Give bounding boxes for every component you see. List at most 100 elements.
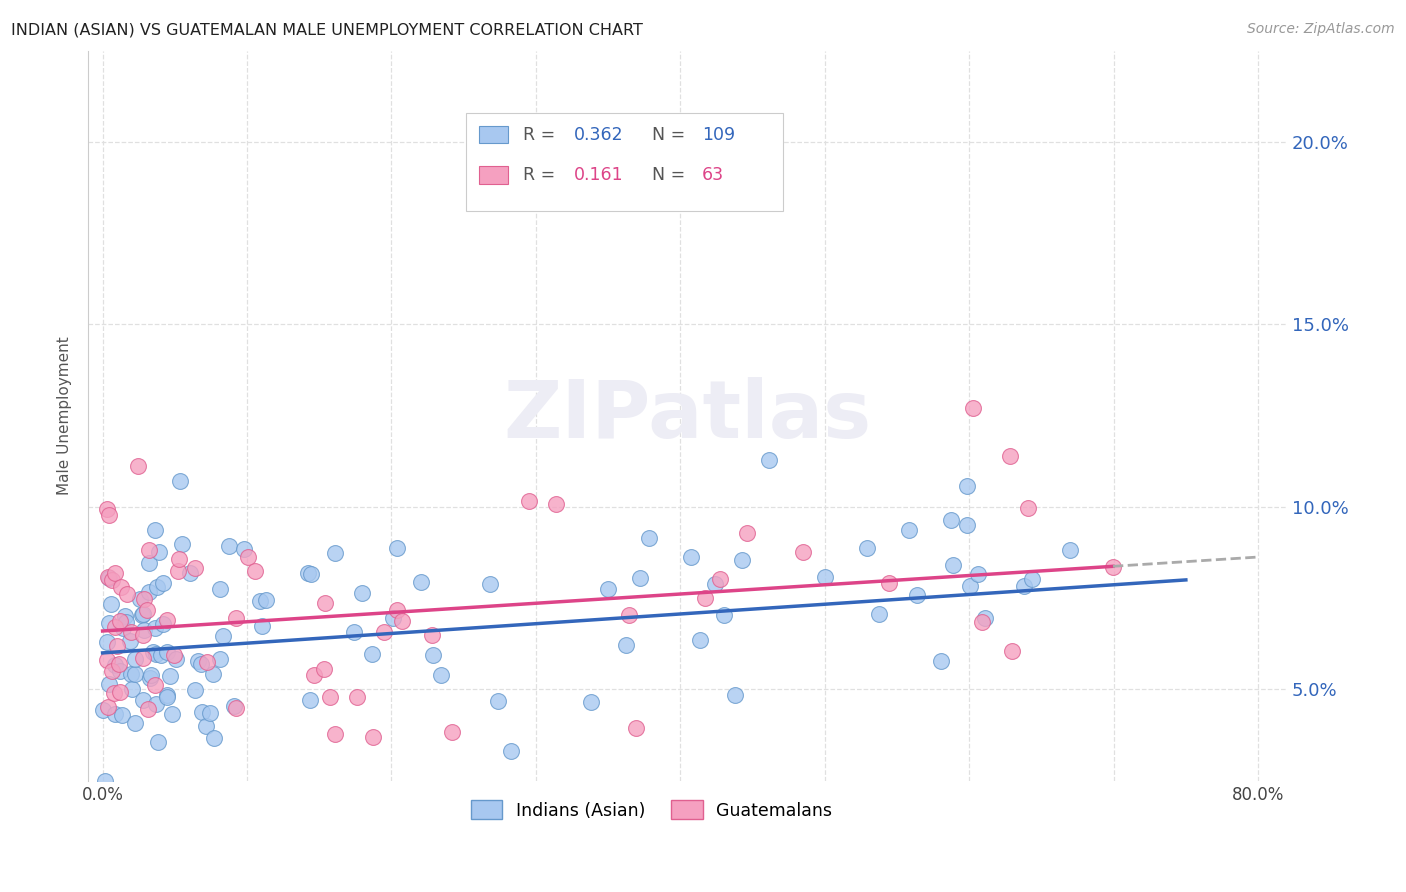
Point — [167, 551, 190, 566]
Point — [129, 591, 152, 606]
Point — [202, 731, 225, 745]
Point — [166, 564, 188, 578]
Point — [96, 653, 118, 667]
Point — [145, 697, 167, 711]
Point — [1059, 543, 1081, 558]
Point — [929, 655, 952, 669]
Point — [118, 634, 141, 648]
Text: R =: R = — [523, 166, 567, 184]
Point — [120, 625, 142, 640]
Point — [143, 621, 166, 635]
Text: N =: N = — [651, 126, 690, 144]
Point — [165, 652, 187, 666]
Point — [169, 474, 191, 488]
Point — [225, 611, 247, 625]
Point — [114, 608, 136, 623]
Point — [422, 648, 444, 662]
Point — [430, 668, 453, 682]
Text: N =: N = — [651, 166, 696, 184]
Point — [145, 647, 167, 661]
Text: 63: 63 — [702, 166, 724, 184]
Point — [138, 556, 160, 570]
Point — [115, 587, 138, 601]
Point — [318, 690, 340, 705]
Point — [194, 719, 217, 733]
Point — [100, 598, 122, 612]
Point — [172, 537, 194, 551]
Point — [939, 513, 962, 527]
Point — [868, 607, 890, 621]
FancyBboxPatch shape — [479, 166, 508, 184]
Point — [724, 688, 747, 702]
Point — [254, 592, 277, 607]
Point — [681, 549, 703, 564]
Point — [312, 662, 335, 676]
Text: 0.161: 0.161 — [574, 166, 623, 184]
Point — [108, 665, 131, 679]
Point — [160, 706, 183, 721]
Point — [208, 652, 231, 666]
Point — [343, 624, 366, 639]
Point — [299, 693, 322, 707]
Text: Source: ZipAtlas.com: Source: ZipAtlas.com — [1247, 22, 1395, 37]
Point — [614, 638, 637, 652]
Point — [689, 633, 711, 648]
Point — [323, 546, 346, 560]
Point — [156, 689, 179, 703]
Point — [101, 573, 124, 587]
Point — [131, 628, 153, 642]
Point — [195, 655, 218, 669]
Point — [758, 453, 780, 467]
Point — [152, 576, 174, 591]
Point — [420, 628, 443, 642]
Point — [942, 558, 965, 573]
Point — [232, 542, 254, 557]
Point — [156, 645, 179, 659]
Point — [139, 671, 162, 685]
Point — [323, 727, 346, 741]
Point — [382, 611, 405, 625]
Point — [111, 708, 134, 723]
Point — [163, 648, 186, 663]
Text: R =: R = — [523, 126, 561, 144]
Point — [138, 584, 160, 599]
Point — [972, 615, 994, 630]
Text: 109: 109 — [702, 126, 735, 144]
Point — [856, 541, 879, 556]
Point — [201, 667, 224, 681]
Point — [346, 690, 368, 704]
Point — [191, 705, 214, 719]
Point — [104, 658, 127, 673]
Point — [713, 607, 735, 622]
Point — [955, 479, 977, 493]
Point — [385, 602, 408, 616]
Point — [139, 668, 162, 682]
Point — [546, 497, 568, 511]
Text: 0.362: 0.362 — [574, 126, 623, 144]
Point — [218, 539, 240, 553]
Point — [179, 566, 201, 580]
Point — [1017, 500, 1039, 515]
Point — [499, 744, 522, 758]
Point — [243, 564, 266, 578]
Point — [638, 531, 661, 545]
Point — [249, 594, 271, 608]
Point — [132, 693, 155, 707]
Point — [212, 629, 235, 643]
Point — [704, 577, 727, 591]
Point — [409, 575, 432, 590]
Point — [91, 703, 114, 717]
FancyBboxPatch shape — [479, 126, 508, 144]
Point — [114, 615, 136, 629]
Point — [967, 567, 990, 582]
Point — [373, 624, 395, 639]
Point — [959, 579, 981, 593]
Point — [142, 645, 165, 659]
Point — [440, 724, 463, 739]
Point — [156, 613, 179, 627]
Point — [148, 545, 170, 559]
Text: INDIAN (ASIAN) VS GUATEMALAN MALE UNEMPLOYMENT CORRELATION CHART: INDIAN (ASIAN) VS GUATEMALAN MALE UNEMPL… — [11, 22, 643, 37]
Point — [973, 611, 995, 625]
Point — [97, 570, 120, 584]
Point — [184, 682, 207, 697]
